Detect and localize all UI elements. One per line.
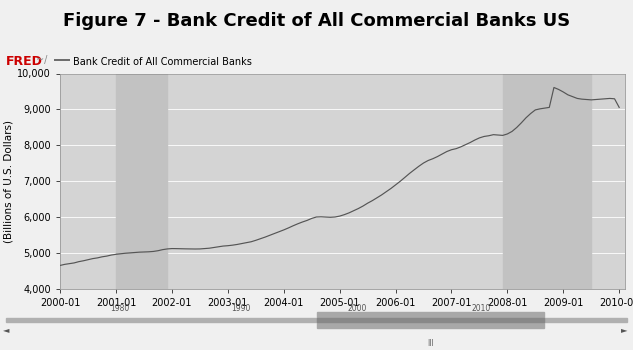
Text: Bank Credit of All Commercial Banks: Bank Credit of All Commercial Banks: [73, 57, 252, 67]
Text: Figure 7 - Bank Credit of All Commercial Banks US: Figure 7 - Bank Credit of All Commercial…: [63, 12, 570, 30]
Text: ~/: ~/: [36, 55, 47, 65]
Bar: [316, 312, 544, 328]
Text: III: III: [427, 339, 434, 348]
Text: 1990: 1990: [231, 304, 250, 313]
Text: 2000: 2000: [348, 304, 367, 313]
Y-axis label: (Billions of U.S. Dollars): (Billions of U.S. Dollars): [3, 120, 13, 243]
Bar: [503, 74, 591, 289]
Text: 2010: 2010: [472, 304, 491, 313]
Bar: [316, 318, 544, 322]
Bar: [6, 318, 627, 322]
Text: 1980: 1980: [111, 304, 130, 313]
Bar: [116, 74, 167, 289]
Text: ►: ►: [622, 325, 628, 334]
Text: ◄: ◄: [3, 325, 9, 334]
Text: FRED: FRED: [6, 55, 43, 68]
